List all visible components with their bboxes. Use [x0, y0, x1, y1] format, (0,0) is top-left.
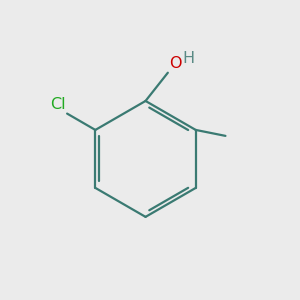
Text: H: H: [182, 51, 194, 66]
Text: O: O: [169, 56, 182, 71]
Text: Cl: Cl: [50, 97, 66, 112]
